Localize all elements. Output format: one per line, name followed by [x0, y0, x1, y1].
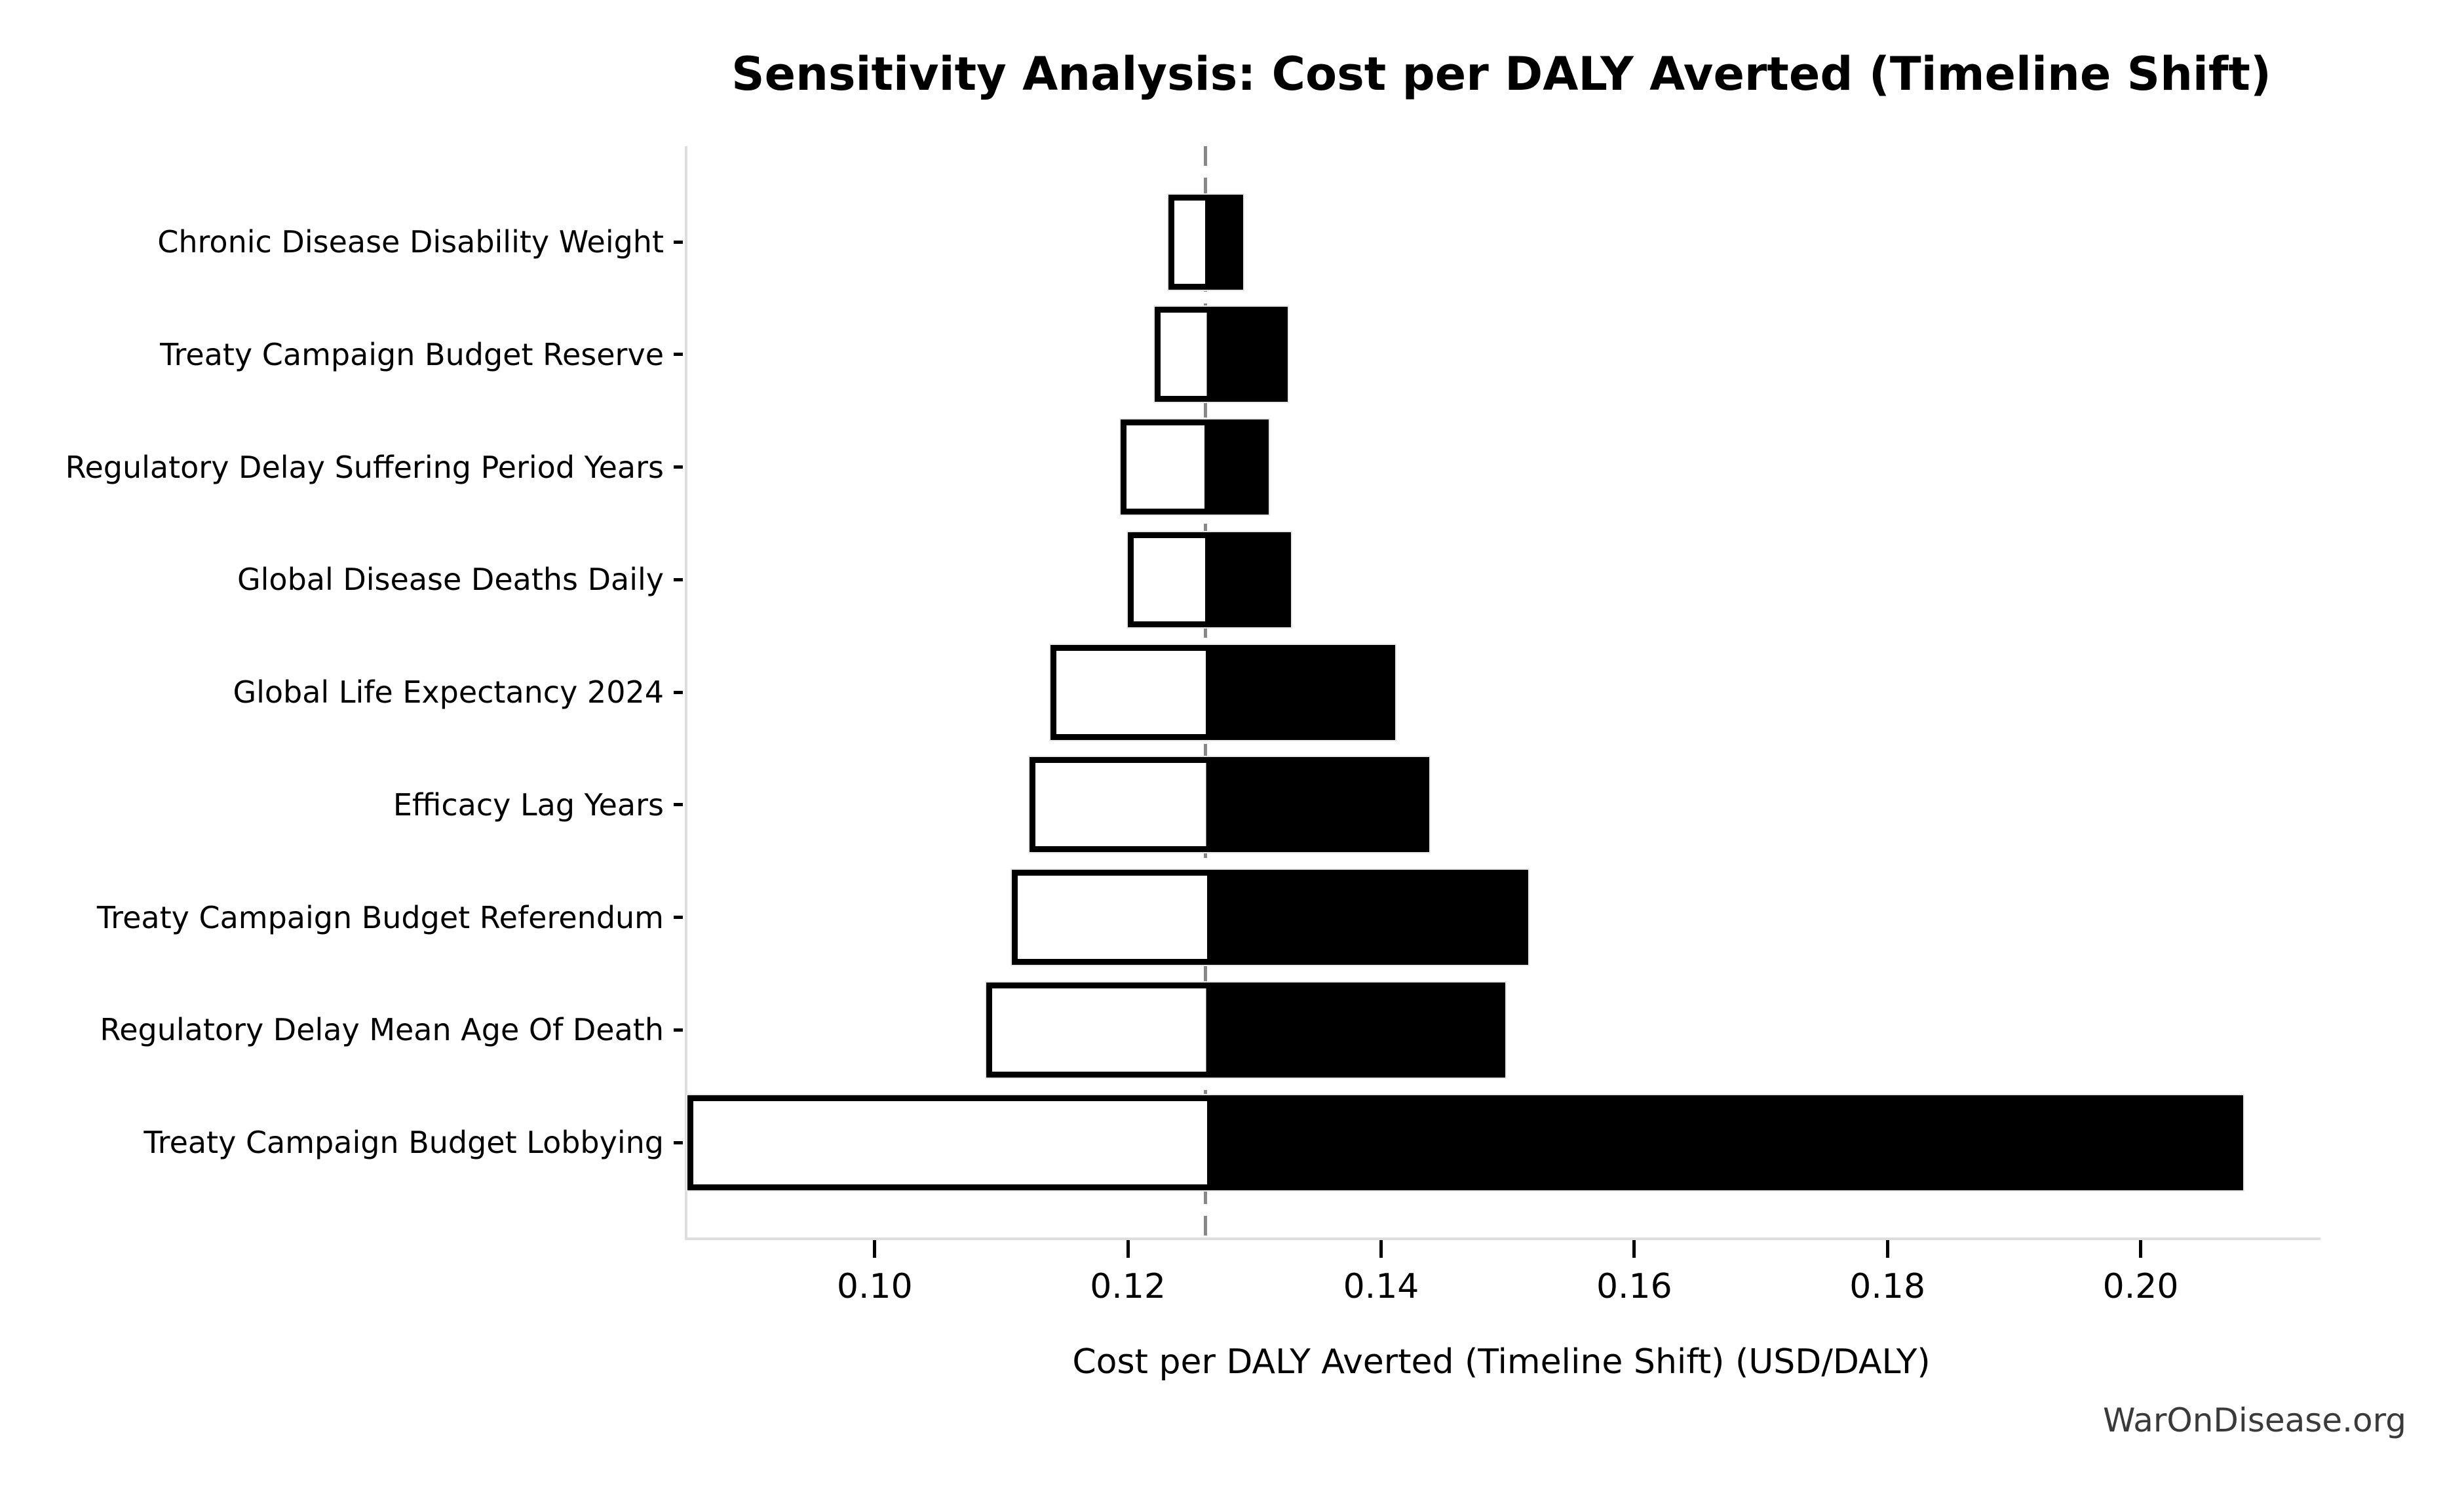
x-tick-mark [1379, 1240, 1383, 1258]
y-tick-mark [674, 690, 683, 694]
tornado-bar [1010, 868, 1530, 966]
tornado-bar [984, 981, 1507, 1079]
y-tick-mark [674, 1028, 683, 1032]
x-tick-label: 0.14 [1343, 1267, 1419, 1306]
y-tick-mark [674, 577, 683, 581]
y-tick-label: Global Disease Deaths Daily [237, 562, 664, 598]
x-tick-mark [1126, 1240, 1130, 1258]
x-tick-label: 0.16 [1596, 1267, 1672, 1306]
x-tick-label: 0.20 [2102, 1267, 2179, 1306]
x-tick-label: 0.18 [1849, 1267, 1926, 1306]
tornado-bar [1126, 530, 1293, 629]
x-axis-title: Cost per DALY Averted (Timeline Shift) (… [1072, 1342, 1931, 1382]
tornado-bar [685, 1093, 2245, 1192]
tornado-bar [1167, 193, 1245, 291]
x-tick-mark [1885, 1240, 1889, 1258]
chart-title: Sensitivity Analysis: Cost per DALY Aver… [731, 47, 2271, 101]
watermark-text: WarOnDisease.org [2102, 1401, 2406, 1439]
y-tick-mark [674, 353, 683, 357]
tornado-bar [1119, 418, 1270, 516]
x-tick-mark [873, 1240, 877, 1258]
y-tick-mark [674, 240, 683, 244]
tornado-bar [1028, 756, 1431, 854]
y-tick-mark [674, 465, 683, 469]
y-tick-label: Treaty Campaign Budget Referendum [96, 899, 664, 935]
y-tick-label: Treaty Campaign Budget Lobbying [144, 1125, 664, 1160]
x-tick-label: 0.12 [1090, 1267, 1166, 1306]
x-tick-mark [1632, 1240, 1636, 1258]
y-tick-label: Regulatory Delay Mean Age Of Death [100, 1012, 664, 1048]
plot-area [685, 146, 2320, 1240]
y-tick-label: Chronic Disease Disability Weight [157, 224, 664, 260]
y-tick-label: Global Life Expectancy 2024 [233, 674, 664, 710]
tornado-bar [1153, 305, 1289, 404]
y-tick-label: Treaty Campaign Budget Reserve [160, 336, 664, 372]
y-tick-label: Regulatory Delay Suffering Period Years [65, 449, 664, 485]
y-tick-mark [674, 916, 683, 919]
x-tick-mark [2139, 1240, 2143, 1258]
tornado-bar [1049, 643, 1396, 741]
x-tick-label: 0.10 [836, 1267, 913, 1306]
y-tick-label: Efficacy Lag Years [393, 787, 664, 823]
y-tick-mark [674, 1140, 683, 1144]
y-tick-mark [674, 803, 683, 807]
